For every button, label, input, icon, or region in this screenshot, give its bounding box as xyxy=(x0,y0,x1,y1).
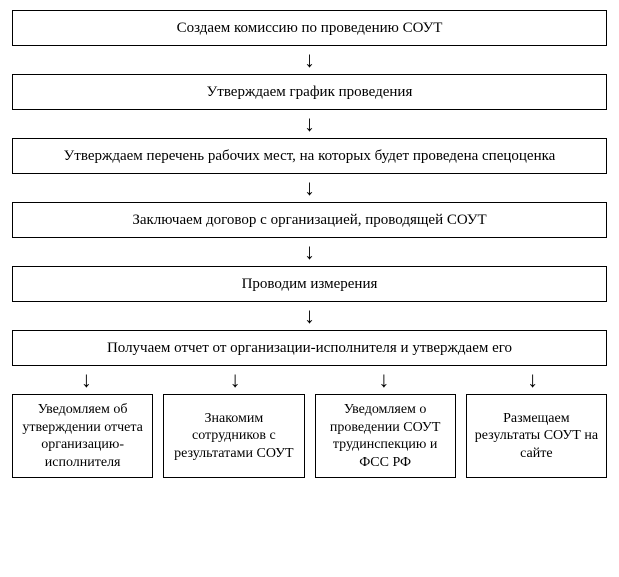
arrow-icon: ↓ xyxy=(12,366,161,394)
step-label: Утверждаем график проведения xyxy=(207,83,413,102)
arrow-icon: ↓ xyxy=(304,238,315,266)
branch-box-3: Уведомляем о проведении СОУТ трудинспекц… xyxy=(315,394,456,478)
arrow-icon: ↓ xyxy=(304,302,315,330)
step-label: Проводим измерения xyxy=(242,275,378,294)
branch-label: Знакомим сотрудников с результатами СОУТ xyxy=(170,410,297,463)
step-label: Утверждаем перечень рабочих мест, на кот… xyxy=(64,147,556,166)
step-box-1: Создаем комиссию по проведению СОУТ xyxy=(12,10,607,46)
arrow-icon: ↓ xyxy=(161,366,310,394)
step-box-6: Получаем отчет от организации-исполнител… xyxy=(12,330,607,366)
step-label: Заключаем договор с организацией, провод… xyxy=(132,211,486,230)
branch-label: Размещаем результаты СОУТ на сайте xyxy=(473,410,600,463)
arrow-icon: ↓ xyxy=(458,366,607,394)
step-box-3: Утверждаем перечень рабочих мест, на кот… xyxy=(12,138,607,174)
branch-arrows-row: ↓ ↓ ↓ ↓ xyxy=(12,366,607,394)
flowchart-container: Создаем комиссию по проведению СОУТ ↓ Ут… xyxy=(12,10,607,478)
branch-box-4: Размещаем результаты СОУТ на сайте xyxy=(466,394,607,478)
branch-box-1: Уведомляем об утверждении отчета организ… xyxy=(12,394,153,478)
branch-label: Уведомляем об утверждении отчета организ… xyxy=(19,401,146,471)
step-box-4: Заключаем договор с организацией, провод… xyxy=(12,202,607,238)
branch-label: Уведомляем о проведении СОУТ трудинспекц… xyxy=(322,401,449,471)
step-box-2: Утверждаем график проведения xyxy=(12,74,607,110)
branch-row: Уведомляем об утверждении отчета организ… xyxy=(12,394,607,478)
branch-box-2: Знакомим сотрудников с результатами СОУТ xyxy=(163,394,304,478)
arrow-icon: ↓ xyxy=(304,110,315,138)
step-box-5: Проводим измерения xyxy=(12,266,607,302)
arrow-icon: ↓ xyxy=(304,46,315,74)
step-label: Создаем комиссию по проведению СОУТ xyxy=(177,19,443,38)
step-label: Получаем отчет от организации-исполнител… xyxy=(107,339,512,358)
arrow-icon: ↓ xyxy=(310,366,459,394)
arrow-icon: ↓ xyxy=(304,174,315,202)
